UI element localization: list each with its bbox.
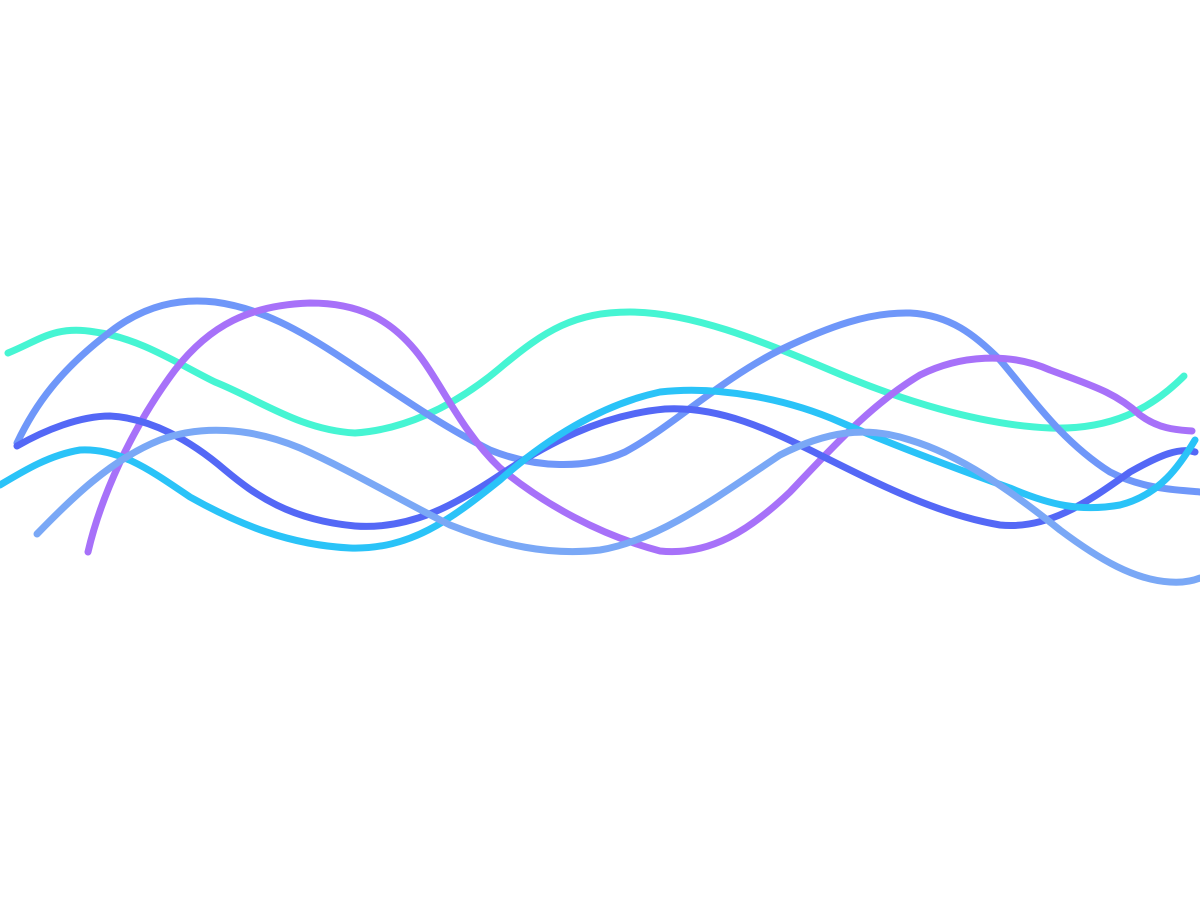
wave-aqua-line <box>4 308 1188 437</box>
wave-violet-line <box>84 299 1196 556</box>
wave-light-blue-line <box>33 426 1200 586</box>
wave-indigo-line <box>13 405 1199 530</box>
wave-periwinkle-line <box>13 297 1200 496</box>
wave-sky-line <box>0 386 1199 552</box>
